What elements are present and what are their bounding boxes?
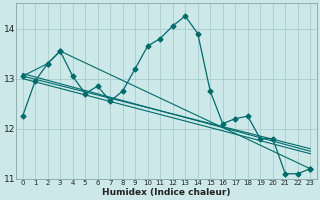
X-axis label: Humidex (Indice chaleur): Humidex (Indice chaleur) bbox=[102, 188, 231, 197]
